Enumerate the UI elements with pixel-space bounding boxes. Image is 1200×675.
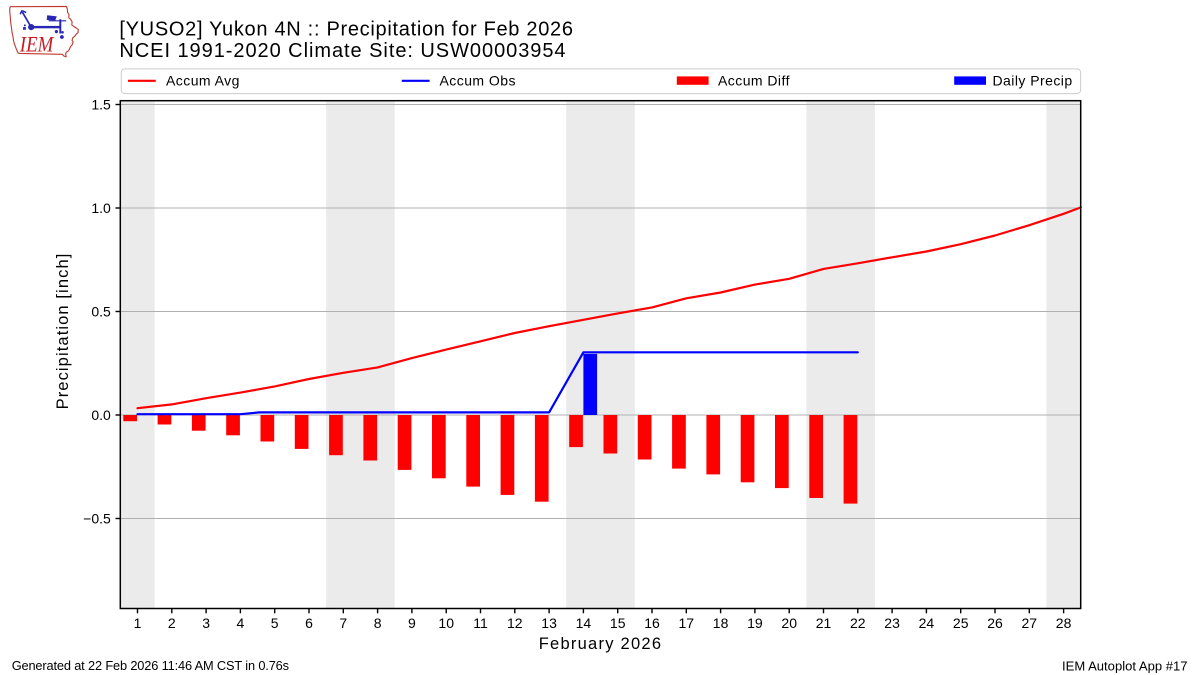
svg-text:11: 11: [473, 615, 488, 631]
svg-text:1: 1: [134, 615, 142, 631]
svg-text:3: 3: [202, 615, 210, 631]
svg-text:17: 17: [679, 615, 695, 631]
svg-text:28: 28: [1056, 615, 1072, 631]
svg-text:4: 4: [237, 615, 245, 631]
svg-text:Accum Obs: Accum Obs: [440, 73, 516, 89]
svg-text:24: 24: [919, 615, 935, 631]
svg-text:20: 20: [781, 615, 797, 631]
svg-text:18: 18: [713, 615, 729, 631]
svg-text:[YUSO2] Yukon 4N :: Precipitat: [YUSO2] Yukon 4N :: Precipitation for Fe…: [119, 19, 573, 41]
svg-text:9: 9: [408, 615, 416, 631]
svg-text:21: 21: [816, 615, 832, 631]
svg-text:Daily Precip: Daily Precip: [993, 73, 1073, 89]
svg-text:13: 13: [541, 615, 557, 631]
svg-text:25: 25: [953, 615, 969, 631]
svg-text:15: 15: [610, 615, 626, 631]
svg-text:Accum Avg: Accum Avg: [166, 73, 240, 89]
svg-text:1.5: 1.5: [91, 97, 111, 113]
svg-text:2: 2: [168, 615, 176, 631]
svg-text:5: 5: [271, 615, 279, 631]
svg-text:1.0: 1.0: [91, 200, 111, 216]
svg-text:14: 14: [576, 615, 592, 631]
svg-text:7: 7: [339, 615, 347, 631]
svg-text:−0.5: −0.5: [83, 511, 111, 527]
svg-text:Precipitation [inch]: Precipitation [inch]: [54, 253, 72, 410]
svg-text:Generated at 22 Feb 2026 11:46: Generated at 22 Feb 2026 11:46 AM CST in…: [12, 658, 289, 673]
svg-text:IEM: IEM: [19, 31, 54, 56]
svg-text:February 2026: February 2026: [539, 635, 663, 653]
svg-text:8: 8: [374, 615, 382, 631]
svg-text:0.0: 0.0: [91, 407, 111, 423]
svg-text:26: 26: [987, 615, 1003, 631]
svg-text:16: 16: [644, 615, 660, 631]
svg-text:27: 27: [1022, 615, 1038, 631]
svg-text:23: 23: [884, 615, 900, 631]
svg-text:0.5: 0.5: [91, 304, 111, 320]
svg-text:IEM Autoplot App #17: IEM Autoplot App #17: [1062, 659, 1188, 674]
svg-text:6: 6: [305, 615, 313, 631]
svg-text:22: 22: [850, 615, 866, 631]
svg-text:12: 12: [507, 615, 523, 631]
svg-text:10: 10: [438, 615, 454, 631]
svg-text:Accum Diff: Accum Diff: [718, 73, 790, 89]
svg-text:19: 19: [747, 615, 763, 631]
svg-text:NCEI 1991-2020 Climate Site: U: NCEI 1991-2020 Climate Site: USW00003954: [119, 40, 566, 62]
